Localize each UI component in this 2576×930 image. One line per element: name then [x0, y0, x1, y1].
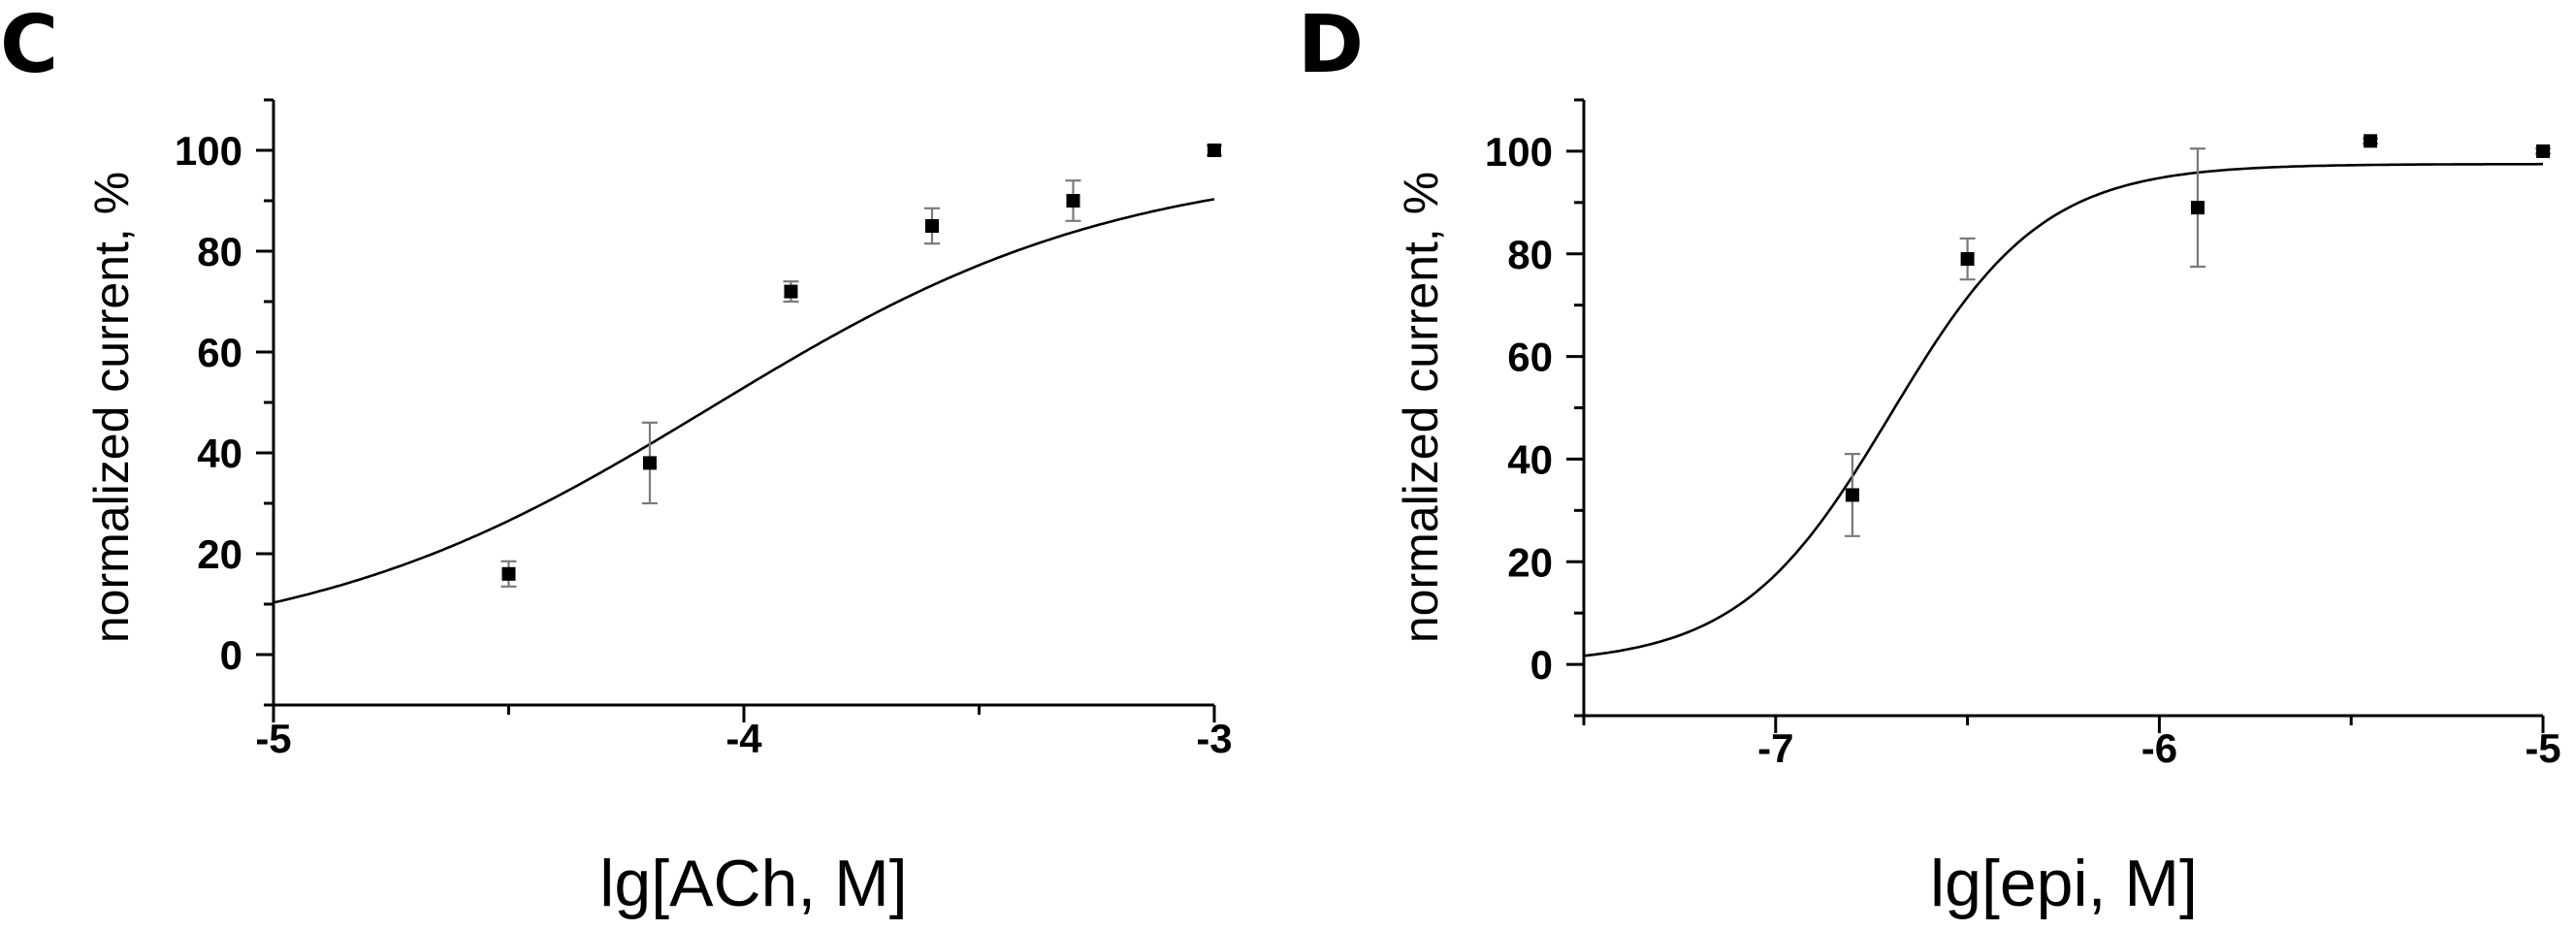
y-tick-label: 40: [197, 431, 242, 476]
panel-letter-d: D: [1298, 0, 1364, 91]
x-tick-label: -7: [1757, 725, 1793, 771]
panel-c-fit-curve: [273, 198, 1215, 604]
panel-d-x-axis-title: lg[epi, M]: [1930, 847, 2198, 920]
y-tick-label: 80: [197, 229, 242, 274]
panel-d-y-axis-title: normalized current, %: [1394, 172, 1448, 643]
panel-d-tick-labels: 0 20 40 60 80 100 -7 -6 -5: [1485, 129, 2561, 771]
data-point: [2536, 144, 2550, 158]
panel-c-data-points: [500, 144, 1222, 588]
x-tick-label: -5: [2525, 725, 2560, 771]
y-tick-label: 20: [197, 531, 242, 577]
panel-c-y-axis-title: normalized current, %: [84, 172, 139, 643]
data-point: [925, 219, 939, 233]
panel-c-ticks: [256, 98, 1216, 722]
x-tick-label: -3: [1196, 716, 1232, 761]
data-point: [2190, 201, 2205, 215]
panel-letter-c: C: [0, 0, 58, 91]
data-point: [501, 566, 516, 581]
data-point: [1960, 252, 1975, 267]
y-tick-label: 100: [1485, 129, 1553, 175]
panel-c: C 0 20 40 60 80 100 -5 -4 -3 normalized current,…: [0, 0, 1233, 920]
data-point: [643, 456, 657, 470]
y-tick-label: 0: [220, 632, 242, 678]
y-tick-label: 20: [1507, 539, 1553, 585]
panel-c-x-axis-title: lg[ACh, M]: [599, 847, 907, 920]
panel-d-data-points: [1844, 134, 2551, 537]
panel-d-fit-curve: [1583, 162, 2543, 657]
y-tick-label: 100: [175, 128, 242, 174]
x-tick-label: -4: [725, 716, 762, 761]
data-point: [1208, 144, 1221, 157]
data-point: [784, 284, 798, 299]
x-tick-label: -6: [2141, 725, 2177, 771]
y-tick-label: 60: [1507, 335, 1553, 380]
panel-c-tick-labels: 0 20 40 60 80 100 -5 -4 -3: [175, 128, 1233, 761]
data-point: [1845, 488, 1859, 502]
panel-d-ticks: [1566, 98, 2545, 733]
panel-d: D 0 20 40 60 80 100 -7 -6 -5 normalized current,…: [1298, 0, 2561, 920]
y-tick-label: 0: [1530, 642, 1553, 688]
y-tick-label: 40: [1507, 436, 1553, 482]
x-tick-label: -5: [255, 716, 291, 761]
data-point: [1066, 194, 1080, 208]
data-point: [2363, 134, 2377, 148]
y-tick-label: 80: [1507, 232, 1553, 277]
y-tick-label: 60: [197, 330, 242, 375]
